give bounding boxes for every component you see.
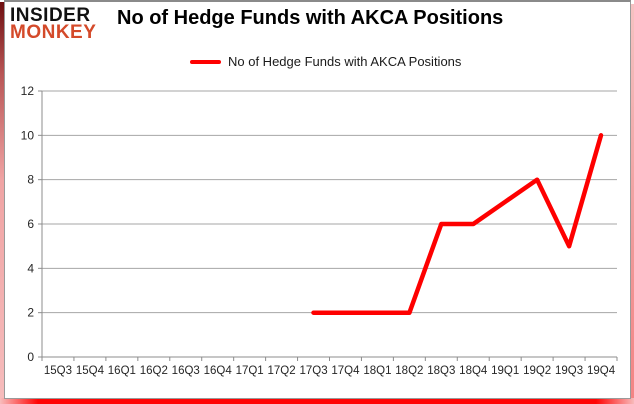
y-tick-label: 4: [27, 261, 34, 275]
legend-line-swatch: [190, 59, 221, 64]
x-tick-label: 18Q4: [459, 365, 488, 377]
x-tick-label: 18Q3: [427, 365, 455, 377]
x-tick-label: 19Q4: [587, 365, 616, 377]
x-tick-label: 19Q1: [491, 365, 519, 377]
x-tick-label: 16Q1: [108, 365, 136, 377]
y-tick-label: 0: [27, 350, 34, 364]
series-line: [311, 133, 604, 315]
y-tick-label: 2: [27, 306, 34, 320]
legend: No of Hedge Funds with AKCA Positions: [190, 54, 461, 69]
frame-stripe-left: [0, 2, 5, 399]
x-tick-label: 17Q3: [299, 365, 327, 377]
x-tick-label: 18Q1: [363, 365, 391, 377]
x-tick-label: 17Q2: [268, 365, 296, 377]
logo-text-monkey: MONKEY: [10, 22, 97, 44]
x-tick-label: 15Q3: [44, 365, 72, 377]
y-tick-label: 8: [27, 173, 34, 187]
y-tick-label: 10: [21, 128, 35, 142]
legend-label: No of Hedge Funds with AKCA Positions: [228, 54, 462, 69]
logo-text-insider: INSIDER: [10, 5, 91, 26]
frame-stripe-right: [630, 4, 634, 399]
y-tick-label: 12: [21, 84, 35, 98]
x-tick-label: 16Q2: [140, 365, 168, 377]
x-tick-label: 18Q2: [395, 365, 423, 377]
x-tick-label: 17Q4: [331, 365, 360, 377]
x-tick-label: 15Q4: [76, 365, 105, 377]
x-tick-label: 16Q4: [204, 365, 233, 377]
insider-monkey-logo: INSIDER MONKEY: [10, 5, 97, 44]
x-tick-label: 19Q3: [555, 365, 583, 377]
y-tick-label: 6: [27, 217, 34, 231]
x-tick-label: 16Q3: [172, 365, 200, 377]
x-tick-label: 19Q2: [523, 365, 551, 377]
frame-stripe-bottom: [0, 398, 634, 404]
x-tick-label: 17Q1: [236, 365, 264, 377]
chart-card: [4, 0, 631, 399]
chart-title: No of Hedge Funds with AKCA Positions: [117, 7, 504, 29]
